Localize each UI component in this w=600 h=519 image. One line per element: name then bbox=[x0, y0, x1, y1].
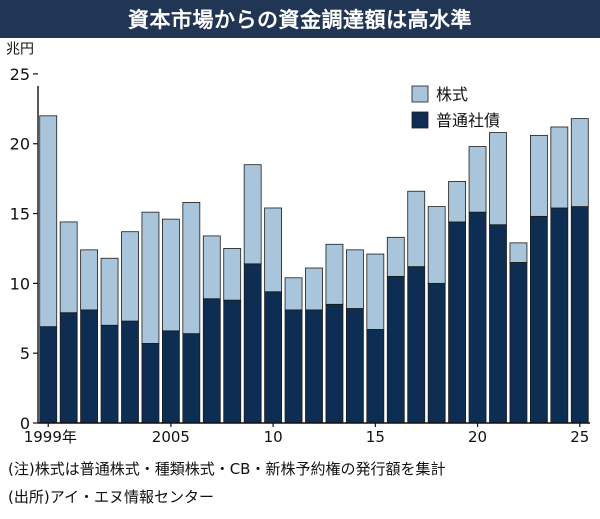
bar-bonds bbox=[161, 330, 180, 424]
source-note: (出所)アイ・エヌ情報センター bbox=[8, 488, 214, 506]
bar-stocks bbox=[100, 257, 119, 326]
bar-stocks bbox=[345, 249, 364, 309]
bar-bonds bbox=[59, 312, 78, 424]
legend-label: 株式 bbox=[436, 85, 468, 104]
bar-stocks bbox=[243, 164, 262, 265]
bar-bonds bbox=[264, 291, 283, 424]
bar-bonds bbox=[366, 329, 385, 424]
bar-stocks bbox=[80, 249, 99, 311]
y-tick-label: 10 bbox=[10, 274, 30, 293]
bar-bonds bbox=[243, 263, 262, 424]
x-tick-label: 15 bbox=[366, 428, 385, 446]
bar-bonds bbox=[325, 303, 344, 424]
chart-title: 資本市場からの資金調達額は高水準 bbox=[0, 0, 600, 38]
bar-bonds bbox=[386, 275, 405, 424]
bar-bonds bbox=[427, 282, 446, 424]
bar-bonds bbox=[570, 206, 589, 424]
bar-stocks bbox=[223, 248, 242, 301]
bar-bonds bbox=[121, 320, 139, 424]
bar-bonds bbox=[182, 333, 201, 424]
bar-bonds bbox=[489, 224, 507, 424]
bar-bonds bbox=[468, 211, 487, 424]
x-tick-label: 1999年 bbox=[24, 428, 77, 446]
bar-bonds bbox=[80, 309, 99, 424]
y-tick-label: 20 bbox=[10, 135, 30, 154]
bar-stocks bbox=[448, 181, 467, 223]
bar-bonds bbox=[529, 215, 548, 424]
x-tick-label: 20 bbox=[468, 428, 487, 446]
x-tick-label: 10 bbox=[264, 428, 283, 446]
legend-swatch bbox=[411, 111, 429, 129]
bar-stocks bbox=[39, 115, 58, 328]
bar-stocks bbox=[386, 236, 405, 277]
footnote: (注)株式は普通株式・種類株式・CB・新株予約権の発行額を集計 bbox=[8, 460, 446, 478]
bar-bonds bbox=[141, 343, 160, 424]
bar-stocks bbox=[121, 231, 139, 322]
x-tick-label: 2005 bbox=[152, 428, 190, 446]
bar-bonds bbox=[39, 326, 58, 424]
bar-bonds bbox=[305, 309, 323, 424]
bar-stocks bbox=[305, 267, 323, 311]
legend-swatch bbox=[411, 85, 429, 103]
bar-stocks bbox=[407, 190, 426, 268]
y-unit-label: 兆円 bbox=[6, 42, 34, 58]
bar-bonds bbox=[550, 207, 569, 424]
bar-stocks bbox=[161, 218, 180, 332]
bar-bonds bbox=[448, 221, 467, 424]
bar-stocks bbox=[366, 253, 385, 330]
bar-stocks bbox=[264, 207, 283, 293]
bar-stocks bbox=[489, 132, 507, 226]
y-tick-label: 25 bbox=[10, 65, 30, 84]
bar-bonds bbox=[345, 308, 364, 424]
y-tick-label: 0 bbox=[20, 414, 30, 433]
bar-bonds bbox=[284, 309, 303, 424]
bar-bonds bbox=[509, 262, 528, 424]
legend-label: 普通社債 bbox=[436, 111, 500, 130]
bar-stocks bbox=[550, 126, 569, 209]
bar-bonds bbox=[407, 266, 426, 424]
bar-bonds bbox=[223, 299, 242, 424]
bar-stocks bbox=[529, 134, 548, 217]
bar-stocks bbox=[59, 221, 78, 314]
y-tick-label: 15 bbox=[10, 205, 30, 224]
bar-bonds bbox=[202, 298, 221, 424]
bar-stocks bbox=[427, 206, 446, 284]
bar-bonds bbox=[100, 324, 119, 424]
y-tick-label: 5 bbox=[20, 344, 30, 363]
bar-stocks bbox=[182, 201, 201, 335]
bar-stocks bbox=[509, 242, 528, 263]
bar-stocks bbox=[141, 211, 160, 344]
bar-stocks bbox=[202, 235, 221, 300]
bar-stocks bbox=[325, 243, 344, 305]
x-tick-label: 25 bbox=[570, 428, 589, 446]
bar-stocks bbox=[284, 277, 303, 311]
bar-stocks bbox=[468, 146, 487, 213]
bar-stocks bbox=[570, 118, 589, 207]
